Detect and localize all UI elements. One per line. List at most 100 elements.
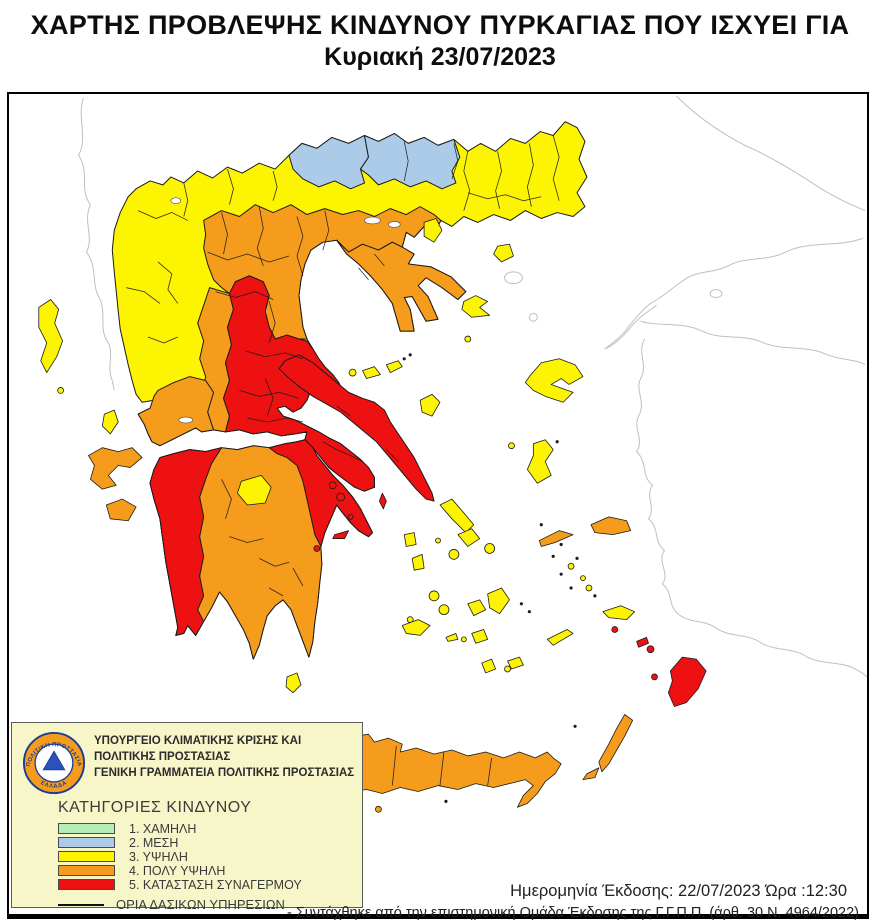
page-title: ΧΑΡΤΗΣ ΠΡΟΒΛΕΨΗΣ ΚΙΝΔΥΝΟΥ ΠΥΡΚΑΓΙΑΣ ΠΟΥ … (0, 6, 880, 74)
island-psara (508, 442, 515, 450)
map-valid-date: Κυριακή 23/07/2023 (324, 43, 556, 71)
island-andros (439, 498, 475, 534)
island-kea (403, 532, 417, 547)
lakes (170, 197, 401, 424)
island-skiathos (348, 368, 357, 377)
civil-protection-logo: ΠΟΛΙΤΙΚΗ ΠΡΟΣΤΑΣΙΑ ΕΛΛΑΔΑ (22, 731, 86, 795)
swatch-alarm (58, 879, 115, 890)
island-patmos (567, 562, 575, 570)
island-gyaros (435, 537, 441, 544)
island-skopelos (362, 366, 381, 379)
logo-text-bottom: ΕΛΛΑΔΑ (39, 780, 68, 790)
island-agios-efstratios (464, 335, 472, 343)
logo-triangle-icon (42, 750, 66, 771)
island-samos (590, 516, 632, 536)
island-syros (448, 549, 460, 560)
island-chalki (651, 673, 658, 681)
island-paxi (57, 387, 65, 394)
map-title: ΧΑΡΤΗΣ ΠΡΟΒΛΕΨΗΣ ΚΙΝΔΥΝΟΥ ΠΥΡΚΑΓΙΑΣ ΠΟΥ … (30, 10, 850, 40)
legend-label-very-high: 4. ΠΟΛΥ ΥΨΗΛΗ (129, 863, 226, 878)
issue-date-line: Ημερομηνία Έκδοσης: 22/07/2023 Ώρα :12:3… (510, 882, 847, 900)
legend-row-1: 1. ΧΑΜΗΛΗ (58, 821, 302, 836)
agency-title: ΥΠΟΥΡΓΕΙΟ ΚΛΙΜΑΤΙΚΗΣ ΚΡΙΣΗΣ ΚΑΙ ΠΟΛΙΤΙΚΗ… (94, 733, 354, 781)
island-rhodes (667, 656, 707, 707)
island-folegandros (445, 633, 459, 642)
island-limnos (461, 295, 491, 318)
island-astypalaia (507, 656, 524, 670)
island-lefkada (101, 409, 119, 435)
island-hydra (332, 530, 350, 539)
island-santorini (481, 658, 496, 674)
island-amorgos (546, 629, 574, 646)
crete-borders (391, 746, 493, 786)
legend-row-3: 3. ΥΨΗΛΗ (58, 849, 302, 864)
orange-regions (137, 204, 467, 447)
neighbor-coastlines (78, 95, 867, 678)
blue-regions (288, 133, 461, 190)
agency-line1: ΥΠΟΥΡΓΕΙΟ ΚΛΙΜΑΤΙΚΗΣ ΚΡΙΣΗΣ ΚΑΙ (94, 735, 302, 747)
swatch-medium (58, 837, 115, 848)
island-zakynthos (105, 498, 137, 522)
region-evia (278, 354, 435, 502)
island-makronisos (379, 492, 387, 510)
island-kefalonia (88, 447, 143, 490)
island-kythira (285, 672, 302, 694)
legend-label-low: 1. ΧΑΜΗΛΗ (129, 821, 197, 836)
island-gavdos (375, 805, 382, 813)
legend-heading: ΚΑΤΗΓΟΡΙΕΣ ΚΙΝΔΥΝΟΥ (58, 799, 252, 816)
island-symi (646, 645, 655, 654)
island-leros (580, 575, 586, 581)
island-kos (602, 605, 636, 620)
island-kasos (582, 767, 600, 781)
legend-label-high: 3. ΥΨΗΛΗ (129, 849, 188, 864)
forest-boundary-row: ΟΡΙΑ ΔΑΣΙΚΩΝ ΥΠΗΡΕΣΙΩΝ (58, 897, 285, 912)
swatch-very-high (58, 865, 115, 876)
island-nisyros (611, 626, 619, 633)
credit-line: - Συντάχθηκε από την επιστημονική Ομάδα … (286, 905, 859, 921)
region-chalkidiki (336, 239, 467, 332)
agency-line3: ΓΕΝΙΚΗ ΓΡΑΜΜΑΤΕΙΑ ΠΟΛΙΤΙΚΗΣ ΠΡΟΣΤΑΣΙΑΣ (94, 767, 355, 780)
island-samothraki (493, 243, 514, 263)
swatch-high (58, 851, 115, 862)
legend-row-4: 4. ΠΟΛΥ ΥΨΗΛΗ (58, 863, 302, 878)
island-poros (347, 513, 354, 520)
region-arcadia (237, 474, 272, 506)
island-karpathos (598, 714, 634, 773)
island-milos (401, 619, 431, 636)
island-skyros (419, 393, 441, 417)
region-west-peloponnese (149, 447, 223, 636)
island-corfu (38, 299, 64, 373)
island-tilos (636, 636, 649, 648)
peloponnese-regions (149, 439, 373, 660)
island-anafi (504, 665, 511, 673)
island-spetses (313, 545, 321, 552)
legend-label-alarm: 5. ΚΑΤΑΣΤΑΣΗ ΣΥΝΑΓΕΡΜΟΥ (129, 877, 302, 892)
island-paros (467, 599, 487, 617)
legend-row-2: 2. ΜΕΣΗ (58, 835, 302, 850)
prefecture-borders (126, 135, 560, 597)
island-crete (336, 733, 562, 808)
boundary-label: ΟΡΙΑ ΔΑΣΙΚΩΝ ΥΠΗΡΕΣΙΩΝ (116, 897, 285, 912)
island-alonissos (385, 360, 403, 373)
island-sikinos (460, 636, 467, 643)
legend-label-medium: 2. ΜΕΣΗ (129, 835, 179, 850)
island-thasos (423, 218, 443, 243)
island-kythnos (411, 553, 425, 571)
island-salamina (328, 481, 337, 490)
region-aetolia (137, 376, 215, 447)
agency-line2: ΠΟΛΙΤΙΚΗΣ ΠΡΟΣΤΑΣΙΑΣ (94, 751, 231, 764)
minor-islets: ) (402, 353, 597, 803)
swatch-low (58, 823, 115, 834)
legend-box: ΠΟΛΙΤΙΚΗ ΠΡΟΣΤΑΣΙΑ ΕΛΛΑΔΑ ΥΠΟΥΡΓΕΙΟ ΚΛΙΜ… (11, 722, 363, 912)
island-ikaria (538, 530, 574, 547)
island-lesvos (524, 358, 584, 403)
island-kalymnos (585, 584, 593, 592)
region-argolis (268, 439, 373, 547)
island-tinos (457, 528, 481, 547)
legend-rows: 1. ΧΑΜΗΛΗ 2. ΜΕΣΗ 3. ΥΨΗΛΗ 4. ΠΟΛΥ ΥΨΗΛΗ… (58, 822, 302, 892)
island-chios (526, 439, 554, 484)
island-naxos (487, 587, 510, 615)
island-mykonos (484, 543, 496, 554)
island-serifos (428, 590, 440, 602)
